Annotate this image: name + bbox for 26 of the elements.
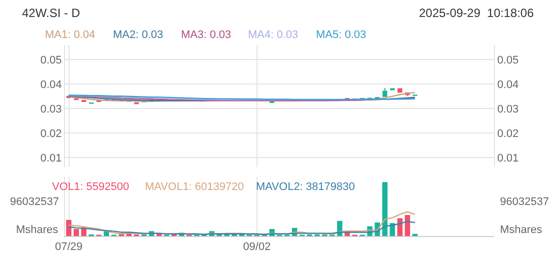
y-tick-label: 0.02 [40, 128, 62, 140]
x-tick-label: 07/29 [54, 241, 83, 254]
text: MA1: 0.04 [45, 29, 96, 41]
text: 96032537 [10, 196, 59, 208]
y2-tick-label: 0.01 [497, 152, 519, 164]
text: MAVOL1: 60139720 [145, 181, 244, 193]
text: VOL1: 5592500 [52, 181, 130, 193]
y2-tick-label: 0.04 [497, 78, 519, 91]
text: MAVOL2: 38179830 [256, 181, 355, 193]
text: MA5: 0.03 [316, 29, 366, 41]
y-tick-label: 0.04 [40, 78, 62, 91]
y2-tick-label: 0.03 [497, 103, 519, 116]
text: 96032537 [500, 196, 549, 208]
text: MA2: 0.03 [113, 29, 164, 41]
y-tick-label: 0.01 [40, 152, 62, 164]
y2-tick-label: 0.05 [497, 54, 519, 67]
chart-subtitle: 2025-09-29 10:18:06 [419, 6, 534, 20]
text: Mshares [500, 224, 542, 236]
text: MA3: 0.03 [181, 29, 232, 41]
text: Mshares [16, 224, 59, 236]
x-tick-label: 09/02 [243, 241, 271, 254]
y-tick-label: 0.05 [40, 54, 62, 67]
y-tick-label: 0.03 [40, 103, 62, 116]
y2-tick-label: 0.02 [497, 128, 519, 140]
text: MA4: 0.03 [248, 29, 298, 41]
chart-title: 42W.SI - D [22, 6, 80, 20]
